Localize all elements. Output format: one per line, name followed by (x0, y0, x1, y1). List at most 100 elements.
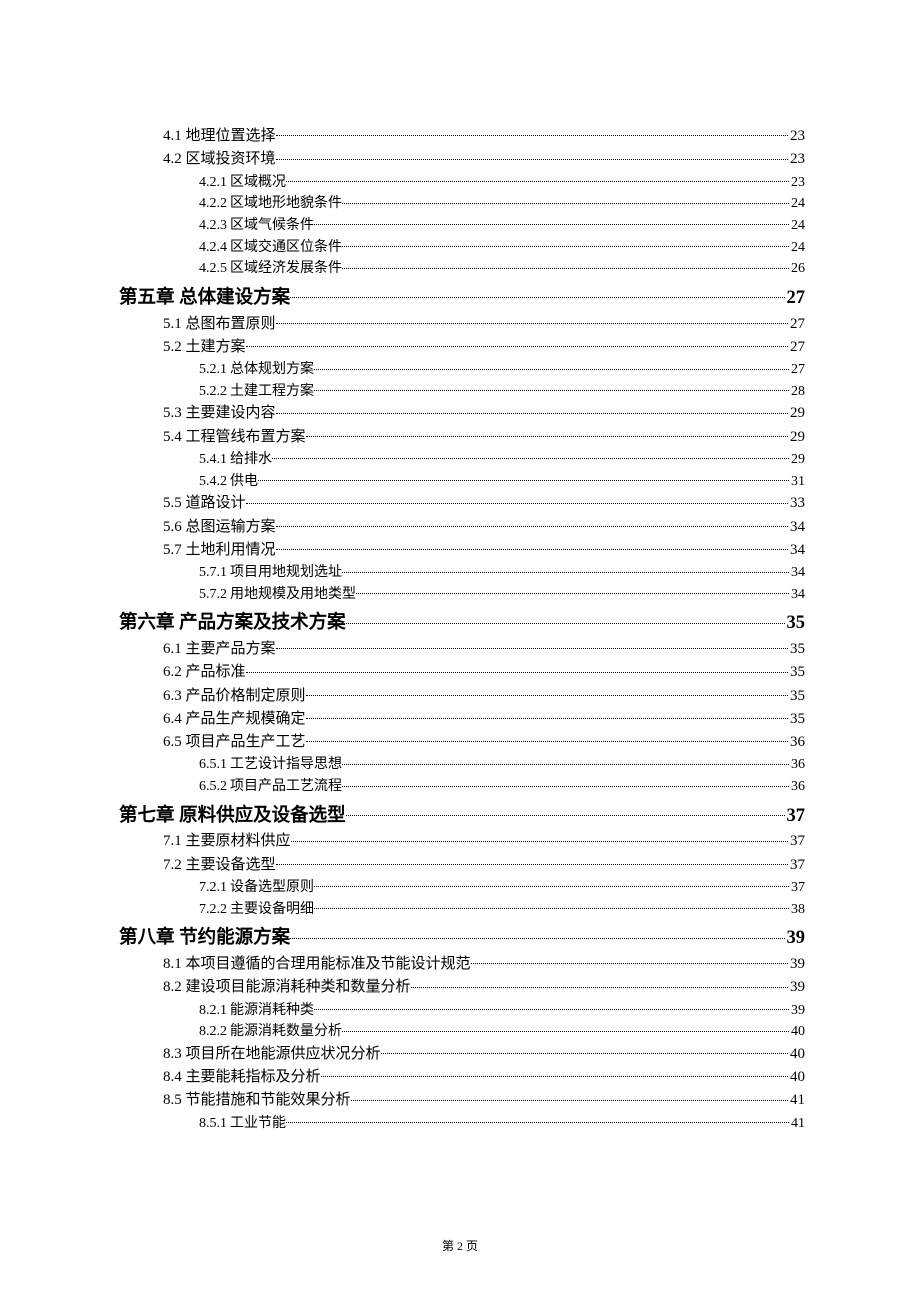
toc-entry-page: 24 (789, 193, 805, 215)
toc-leader-dots (276, 638, 788, 653)
toc-entry-title: 8.5.1工业节能 (199, 1113, 286, 1135)
page-footer: 第 2 页 (0, 1237, 920, 1254)
toc-entry-page: 37 (788, 854, 805, 877)
toc-entry-title: 7.2 主要设备选型 (163, 854, 276, 877)
toc-entry-page: 29 (788, 426, 805, 449)
toc-entry-number: 8.5.1 (199, 1116, 227, 1131)
toc-leader-dots (286, 172, 789, 186)
toc-leader-dots (276, 148, 788, 163)
toc-entry-title: 6.5.2项目产品工艺流程 (199, 776, 342, 798)
toc-entry: 5.5 道路设计33 (163, 492, 805, 515)
toc-entry: 8.5.1工业节能 41 (199, 1113, 805, 1135)
toc-leader-dots (246, 336, 788, 351)
toc-entry: 5.2 土建方案27 (163, 336, 805, 359)
toc-entry-page: 29 (788, 402, 805, 425)
toc-entry-text: 土建工程方案 (230, 384, 314, 399)
toc-leader-dots (276, 854, 788, 869)
toc-entry: 5.1 总图布置原则27 (163, 313, 805, 336)
toc-entry-text: 工业节能 (230, 1116, 286, 1131)
toc-entry-title: 6.5 项目产品生产工艺 (163, 731, 306, 754)
toc-entry-text: 区域经济发展条件 (230, 261, 342, 276)
toc-leader-dots (306, 731, 788, 746)
toc-entry-title: 4.2.5区域经济发展条件 (199, 258, 342, 280)
toc-entry-number: 6.5.2 (199, 779, 227, 794)
toc-entry: 6.5.2项目产品工艺流程36 (199, 776, 805, 798)
toc-leader-dots (290, 925, 784, 944)
toc-entry-text: 供电 (230, 474, 258, 489)
toc-leader-dots (351, 1089, 788, 1104)
toc-entry: 8.2 建设项目能源消耗种类和数量分析39 (163, 976, 805, 999)
toc-entry-title: 4.2.3区域气候条件 (199, 215, 314, 237)
toc-entry-title: 4.2.2区域地形地貌条件 (199, 193, 342, 215)
toc-entry-title: 4.2.1区域概况 (199, 172, 286, 194)
toc-entry: 4.2.5区域经济发展条件26 (199, 258, 805, 280)
toc-entry-page: 31 (789, 471, 805, 493)
toc-entry-title: 6.1 主要产品方案 (163, 638, 276, 661)
toc-entry-page: 24 (789, 215, 805, 237)
toc-entry-title: 5.2 土建方案 (163, 336, 246, 359)
toc-entry-number: 4.2.1 (199, 175, 227, 190)
toc-leader-dots (342, 754, 789, 768)
toc-leader-dots (342, 562, 789, 576)
toc-entry-title: 5.6 总图运输方案 (163, 516, 276, 539)
toc-entry-page: 23 (789, 172, 805, 194)
toc-entry-text: 项目用地规划选址 (230, 565, 342, 580)
toc-entry-title: 5.2.2土建工程方案 (199, 381, 314, 403)
toc-leader-dots (276, 402, 788, 417)
toc-entry-text: 能源消耗种类 (230, 1003, 314, 1018)
toc-leader-dots (258, 471, 789, 485)
toc-entry-number: 5.4.2 (199, 474, 227, 489)
toc-leader-dots (272, 449, 789, 463)
toc-entry-title: 8.2 建设项目能源消耗种类和数量分析 (163, 976, 411, 999)
toc-entry-number: 8.2.2 (199, 1024, 227, 1039)
toc-entry-text: 主要设备明细 (230, 902, 314, 917)
toc-entry-title: 7.2.1设备选型原则 (199, 877, 314, 899)
toc-entry-number: 7.2.1 (199, 880, 227, 895)
toc-entry: 6.4 产品生产规模确定35 (163, 708, 805, 731)
toc-entry-page: 27 (785, 284, 806, 313)
toc-entry-page: 40 (788, 1043, 805, 1066)
toc-entry-title: 5.5 道路设计 (163, 492, 246, 515)
toc-entry: 4.2.1区域概况 23 (199, 172, 805, 194)
page-number-label: 第 2 页 (442, 1239, 478, 1253)
toc-entry-page: 35 (785, 609, 806, 638)
toc-entry-number: 7.2.2 (199, 902, 227, 917)
toc-entry-title: 第七章 原料供应及设备选型 (119, 802, 346, 831)
toc-entry-title: 8.5 节能措施和节能效果分析 (163, 1089, 351, 1112)
toc-entry-title: 8.2.2能源消耗数量分析 (199, 1021, 342, 1043)
toc-entry-title: 5.4.1给排水 (199, 449, 272, 471)
toc-entry: 第七章 原料供应及设备选型 37 (119, 798, 805, 831)
toc-entry: 8.5 节能措施和节能效果分析41 (163, 1089, 805, 1112)
toc-entry-page: 35 (788, 638, 805, 661)
toc-leader-dots (314, 899, 789, 913)
toc-entry: 7.2 主要设备选型 37 (163, 854, 805, 877)
toc-entry-title: 8.3 项目所在地能源供应状况分析 (163, 1043, 381, 1066)
toc-entry-title: 5.2.1总体规划方案 (199, 359, 314, 381)
toc-entry: 5.3 主要建设内容29 (163, 402, 805, 425)
toc-leader-dots (306, 685, 788, 700)
toc-entry-text: 区域概况 (230, 175, 286, 190)
toc-entry-title: 8.4 主要能耗指标及分析 (163, 1066, 321, 1089)
toc-entry-page: 37 (789, 877, 805, 899)
toc-entry-text: 给排水 (230, 452, 272, 467)
toc-entry-number: 5.2.2 (199, 384, 227, 399)
toc-entry-title: 7.1 主要原材料供应 (163, 830, 291, 853)
toc-entry-page: 41 (789, 1113, 805, 1135)
toc-entry-title: 第八章 节约能源方案 (119, 924, 290, 953)
toc-entry-page: 23 (788, 125, 805, 148)
toc-entry-title: 4.2.4区域交通区位条件 (199, 237, 342, 259)
toc-entry-page: 37 (785, 802, 806, 831)
toc-entry: 8.2.1能源消耗种类39 (199, 1000, 805, 1022)
toc-entry-title: 4.1 地理位置选择 (163, 125, 276, 148)
toc-entry: 7.1 主要原材料供应37 (163, 830, 805, 853)
toc-entry-title: 5.4.2供电 (199, 471, 258, 493)
toc-entry-page: 36 (788, 731, 805, 754)
toc-entry: 8.4 主要能耗指标及分析40 (163, 1066, 805, 1089)
toc-entry-number: 5.7.1 (199, 565, 227, 580)
toc-entry: 第八章 节约能源方案39 (119, 920, 805, 953)
toc-entry: 5.7 土地利用情况34 (163, 539, 805, 562)
toc-entry: 5.4.1给排水29 (199, 449, 805, 471)
toc-leader-dots (314, 877, 789, 891)
toc-entry-page: 28 (789, 381, 805, 403)
toc-entry-title: 5.4 工程管线布置方案 (163, 426, 306, 449)
